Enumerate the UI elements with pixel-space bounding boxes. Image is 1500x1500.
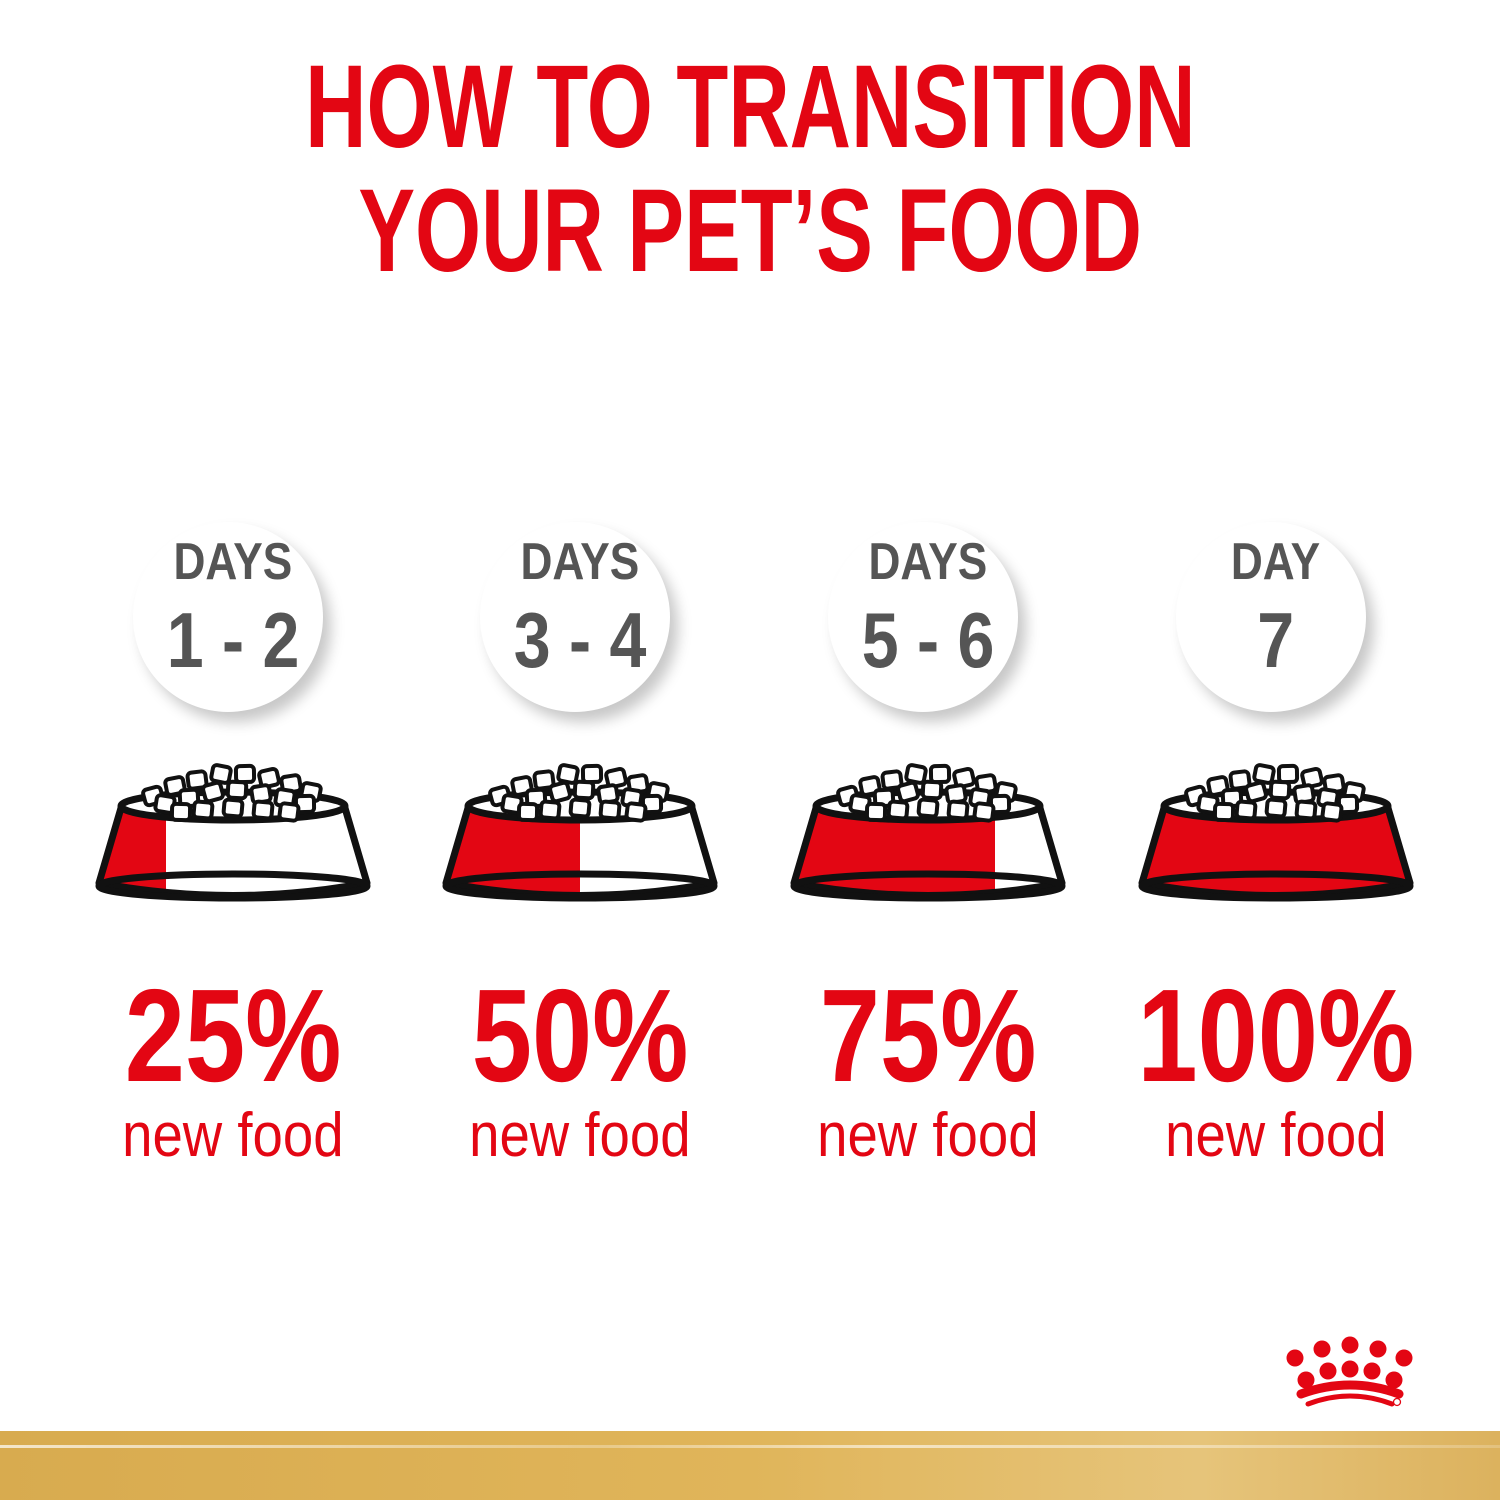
kibble (920, 779, 944, 801)
day-range: 1 - 2 (166, 596, 300, 684)
kibble (548, 780, 572, 804)
kibble (624, 801, 648, 823)
kibble (277, 801, 301, 823)
kibble (516, 801, 540, 823)
day-range: 7 (1257, 596, 1295, 684)
kibble (1228, 769, 1252, 791)
kibble (1244, 780, 1268, 804)
caption: new food (469, 1101, 691, 1170)
caption: new food (122, 1101, 344, 1170)
kibble (572, 779, 596, 801)
percent-value: 50% (471, 962, 689, 1109)
kibble (556, 763, 580, 785)
step-4: DAY 7 100% new food (1106, 500, 1446, 1200)
kibble (185, 769, 209, 791)
caption: new food (1165, 1101, 1387, 1170)
day-label: DAYS (173, 533, 293, 591)
kibble (538, 799, 562, 821)
kibble (1268, 779, 1292, 801)
day-circle (1176, 522, 1366, 712)
title-line-1: HOW TO TRANSITION (304, 41, 1196, 173)
kibble (251, 799, 275, 821)
kibble (1234, 799, 1258, 821)
day-range: 5 - 6 (861, 596, 995, 684)
food-bowl-icon (95, 763, 371, 902)
percent-value: 100% (1137, 962, 1415, 1109)
kibble (1264, 797, 1288, 819)
kibble (225, 779, 249, 801)
kibble (169, 801, 193, 823)
day-label: DAY (1231, 533, 1321, 591)
kibble (952, 766, 976, 790)
kibble (1300, 766, 1324, 790)
kibble (1320, 801, 1344, 823)
day-circle (480, 522, 670, 712)
kibble (916, 797, 940, 819)
kibble (972, 801, 996, 823)
kibble (896, 780, 920, 804)
step-1: DAYS 1 - 2 25% new food (63, 500, 403, 1200)
day-circle (828, 522, 1018, 712)
kibble (568, 797, 592, 819)
percent-value: 25% (124, 962, 342, 1109)
step-3: DAYS 5 - 6 75% new food (758, 500, 1098, 1200)
kibble (1212, 801, 1236, 823)
kibble (604, 766, 628, 790)
kibble (880, 769, 904, 791)
kibble (191, 799, 215, 821)
kibble (864, 801, 888, 823)
kibble (928, 763, 952, 785)
title-line-2: YOUR PET’S FOOD (358, 165, 1142, 297)
kibble (580, 763, 604, 785)
food-bowl-icon (790, 763, 1066, 902)
kibble (1294, 799, 1318, 821)
day-range: 3 - 4 (513, 596, 647, 684)
kibble (209, 763, 233, 785)
kibble (221, 797, 245, 819)
caption: new food (817, 1101, 1039, 1170)
kibble (1276, 763, 1300, 785)
percent-value: 75% (819, 962, 1037, 1109)
kibble (257, 766, 281, 790)
day-circle (133, 522, 323, 712)
kibble (904, 763, 928, 785)
crown-logo-icon (1286, 1336, 1413, 1407)
food-bowl-icon (1138, 763, 1414, 902)
kibble (886, 799, 910, 821)
day-label: DAYS (520, 533, 640, 591)
kibble (233, 763, 257, 785)
gold-footer-band (0, 1431, 1500, 1500)
kibble (598, 799, 622, 821)
kibble (1252, 763, 1276, 785)
day-label: DAYS (868, 533, 988, 591)
food-bowl-icon (442, 763, 718, 902)
kibble (201, 780, 225, 804)
kibble (946, 799, 970, 821)
step-2: DAYS 3 - 4 50% new food (410, 500, 750, 1200)
kibble (532, 769, 556, 791)
